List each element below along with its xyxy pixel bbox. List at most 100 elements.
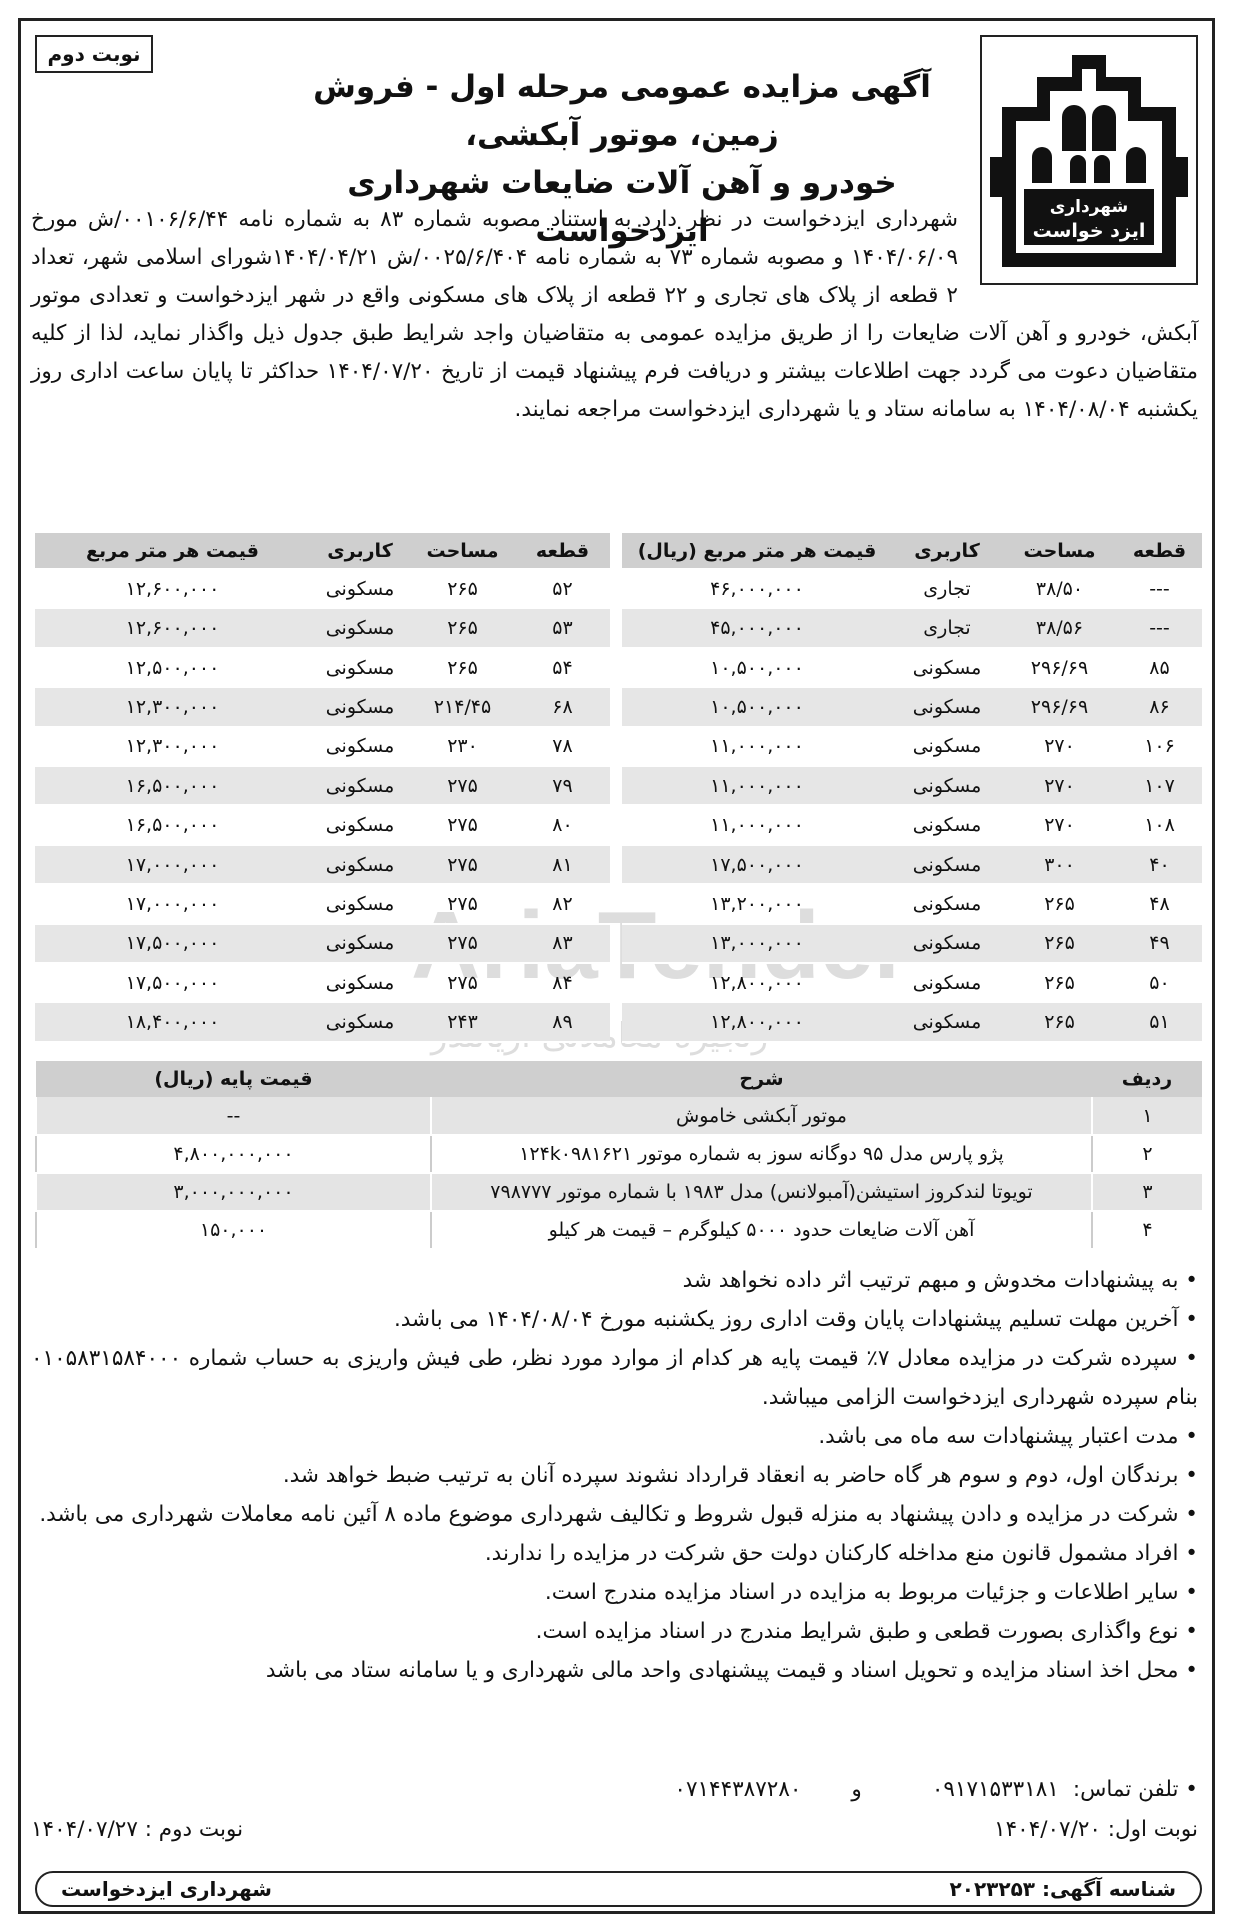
table-row: ۴۹ ۲۶۵ مسکونی ۱۳,۰۰۰,۰۰۰ (622, 923, 1202, 965)
table-cell: ۱۱,۰۰۰,۰۰۰ (622, 805, 892, 846)
table-cell: -- (35, 1097, 431, 1136)
col-header: قیمت هر متر مربع (35, 533, 310, 570)
table-cell: مسکونی (892, 1002, 1002, 1043)
table-cell: ۳۸/۵۰ (1002, 569, 1117, 610)
table-row: ۸۱ ۲۷۵ مسکونی ۱۷,۰۰۰,۰۰۰ (35, 844, 610, 886)
table-cell: ۲۶۵ (1002, 963, 1117, 1004)
table-cell: ۳۰۰ (1002, 844, 1117, 886)
table-cell: ۸۱ (515, 844, 610, 886)
table-cell: مسکونی (310, 766, 410, 807)
table-cell: ۱۲,۳۰۰,۰۰۰ (35, 687, 310, 728)
table-cell: ۸۶ (1117, 687, 1202, 728)
municipality-logo: شهرداری ایزد خواست (980, 35, 1198, 285)
table-cell: ۲۷۵ (410, 884, 515, 925)
table-cell: ۲۹۶/۶۹ (1002, 687, 1117, 728)
footer-bar: شناسه آگهی: ۲۰۲۳۲۵۳ شهرداری ایزدخواست (35, 1871, 1202, 1907)
table-cell: ۱۲,۵۰۰,۰۰۰ (35, 647, 310, 689)
items-body: ۱ موتور آبکشی خاموش -- ۲ پژو پارس مدل ۹۵ دوگ… (35, 1097, 1202, 1250)
table-row: ۷۹ ۲۷۵ مسکونی ۱۶,۵۰۰,۰۰۰ (35, 766, 610, 807)
table-cell: مسکونی (310, 805, 410, 846)
table-row: ۴۰ ۳۰۰ مسکونی ۱۷,۵۰۰,۰۰۰ (622, 844, 1202, 886)
phone-label: • تلفن تماس: (1072, 1777, 1198, 1802)
phone-landline: ۰۷۱۴۴۳۸۷۲۸۰ (674, 1777, 802, 1802)
col-header: کاربری (892, 533, 1002, 570)
table-cell: ۱۷,۰۰۰,۰۰۰ (35, 844, 310, 886)
table-cell: ۱۲,۶۰۰,۰۰۰ (35, 608, 310, 649)
table-cell: ۴۰ (1117, 844, 1202, 886)
table-cell: مسکونی (892, 687, 1002, 728)
editions-row: نوبت اول: ۱۴۰۴/۰۷/۲۰ نوبت دوم : ۱۴۰۴/۰۷/… (31, 1817, 1198, 1853)
table-cell: مسکونی (892, 726, 1002, 768)
table-cell: تجاری (892, 569, 1002, 610)
phone-row: • تلفن تماس: ۰۹۱۷۱۵۳۳۱۸۱ و ۰۷۱۴۴۳۸۷۲۸۰ (31, 1777, 1198, 1813)
table-cell: ۲۹۶/۶۹ (1002, 647, 1117, 689)
table-cell: ۱۲,۳۰۰,۰۰۰ (35, 726, 310, 768)
table-cell: ۲۶۵ (410, 569, 515, 610)
table-cell: ۲۶۵ (1002, 1002, 1117, 1043)
table-cell: ۱۰۸ (1117, 805, 1202, 846)
table-cell: مسکونی (310, 884, 410, 925)
table-cell: ۱۲,۶۰۰,۰۰۰ (35, 569, 310, 610)
table-cell: ۳۸/۵۶ (1002, 608, 1117, 649)
table-cell: پژو پارس مدل ۹۵ دوگانه سوز به شماره موتو… (430, 1135, 1092, 1174)
table-row: ۱۰۷ ۲۷۰ مسکونی ۱۱,۰۰۰,۰۰۰ (622, 766, 1202, 807)
table-row: ۳ تویوتا لندکروز استیشن(آمبولانس) مدل ۱۹۸… (35, 1173, 1202, 1212)
table-cell: مسکونی (310, 923, 410, 965)
table-cell: ۳ (1091, 1173, 1202, 1212)
table-cell: ۲۷۰ (1002, 726, 1117, 768)
table-cell: ۱۷,۵۰۰,۰۰۰ (35, 963, 310, 1004)
publisher-name: شهرداری ایزدخواست (61, 1877, 272, 1901)
plots-table-left: قطعه مساحت کاربری قیمت هر متر مربع ۵۲ ۲۶۵… (35, 533, 610, 1043)
table-cell: ۸۰ (515, 805, 610, 846)
table-cell: ۱۰۷ (1117, 766, 1202, 807)
table-row: ۵۴ ۲۶۵ مسکونی ۱۲,۵۰۰,۰۰۰ (35, 647, 610, 689)
col-header: کاربری (310, 533, 410, 570)
table-cell: ۴۵,۰۰۰,۰۰۰ (622, 608, 892, 649)
table-cell: ۳,۰۰۰,۰۰۰,۰۰۰ (35, 1173, 431, 1212)
items-table: ردیف شرح قیمت پایه (ریال) ۱ موتور آبکشی خ… (35, 1061, 1202, 1250)
table-header-row: ردیف شرح قیمت پایه (ریال) (36, 1061, 1202, 1097)
table-cell: مسکونی (310, 726, 410, 768)
table-cell: مسکونی (310, 963, 410, 1004)
table-cell: --- (1117, 569, 1202, 610)
table-cell: ۴۸ (1117, 884, 1202, 925)
col-header: قیمت هر متر مربع (ریال) (622, 533, 892, 570)
table-cell: مسکونی (310, 569, 410, 610)
table-cell: مسکونی (310, 647, 410, 689)
table-cell: ۲۷۵ (410, 844, 515, 886)
notice-frame: نوبت دوم شهرداری ایزد خواست آگهی مزایده … (18, 18, 1215, 1914)
table-row: ۴ آهن آلات ضایعات حدود ۵۰۰۰ کیلوگرم – قیم… (35, 1211, 1202, 1250)
table-row: --- ۳۸/۵۰ تجاری ۴۶,۰۰۰,۰۰۰ (622, 569, 1202, 610)
table-cell: ۵۳ (515, 608, 610, 649)
table-row: --- ۳۸/۵۶ تجاری ۴۵,۰۰۰,۰۰۰ (622, 608, 1202, 649)
table-cell: مسکونی (892, 844, 1002, 886)
table-cell: ۱۳,۰۰۰,۰۰۰ (622, 923, 892, 965)
table-cell: ۱۷,۵۰۰,۰۰۰ (35, 923, 310, 965)
table-cell: ۶۸ (515, 687, 610, 728)
table-row: ۸۵ ۲۹۶/۶۹ مسکونی ۱۰,۵۰۰,۰۰۰ (622, 647, 1202, 689)
phone-and: و (851, 1777, 862, 1802)
phone-mobile: ۰۹۱۷۱۵۳۳۱۸۱ (931, 1777, 1059, 1802)
table-cell: ۵۱ (1117, 1002, 1202, 1043)
table-cell: ۱۰۶ (1117, 726, 1202, 768)
table-cell: موتور آبکشی خاموش (430, 1097, 1092, 1136)
first-edition-date: نوبت اول: ۱۴۰۴/۰۷/۲۰ (994, 1817, 1198, 1842)
table-cell: ۱۶,۵۰۰,۰۰۰ (35, 766, 310, 807)
table-row: ۸۴ ۲۷۵ مسکونی ۱۷,۵۰۰,۰۰۰ (35, 963, 610, 1004)
table-cell: ۱۰,۵۰۰,۰۰۰ (622, 687, 892, 728)
table-cell: ۲۶۵ (410, 647, 515, 689)
table-cell: مسکونی (310, 608, 410, 649)
table-cell: ۷۸ (515, 726, 610, 768)
table-row: ۸۲ ۲۷۵ مسکونی ۱۷,۰۰۰,۰۰۰ (35, 884, 610, 925)
condition-item: آخرین مهلت تسلیم پیشنهادات پایان وقت ادا… (31, 1300, 1198, 1339)
col-header: شرح (431, 1061, 1092, 1097)
table-row: ۴۸ ۲۶۵ مسکونی ۱۳,۲۰۰,۰۰۰ (622, 884, 1202, 925)
table-cell: ۲۳۰ (410, 726, 515, 768)
condition-item: شرکت در مزایده و دادن پیشنهاد به منزله ق… (31, 1495, 1198, 1534)
table-cell: ۸۵ (1117, 647, 1202, 689)
table-cell: ۸۳ (515, 923, 610, 965)
table-cell: ۱۱,۰۰۰,۰۰۰ (622, 766, 892, 807)
table-cell: ۱۰,۵۰۰,۰۰۰ (622, 647, 892, 689)
table-cell: ۲۷۵ (410, 805, 515, 846)
condition-item: محل اخذ اسناد مزایده و تحویل اسناد و قیم… (31, 1651, 1198, 1690)
